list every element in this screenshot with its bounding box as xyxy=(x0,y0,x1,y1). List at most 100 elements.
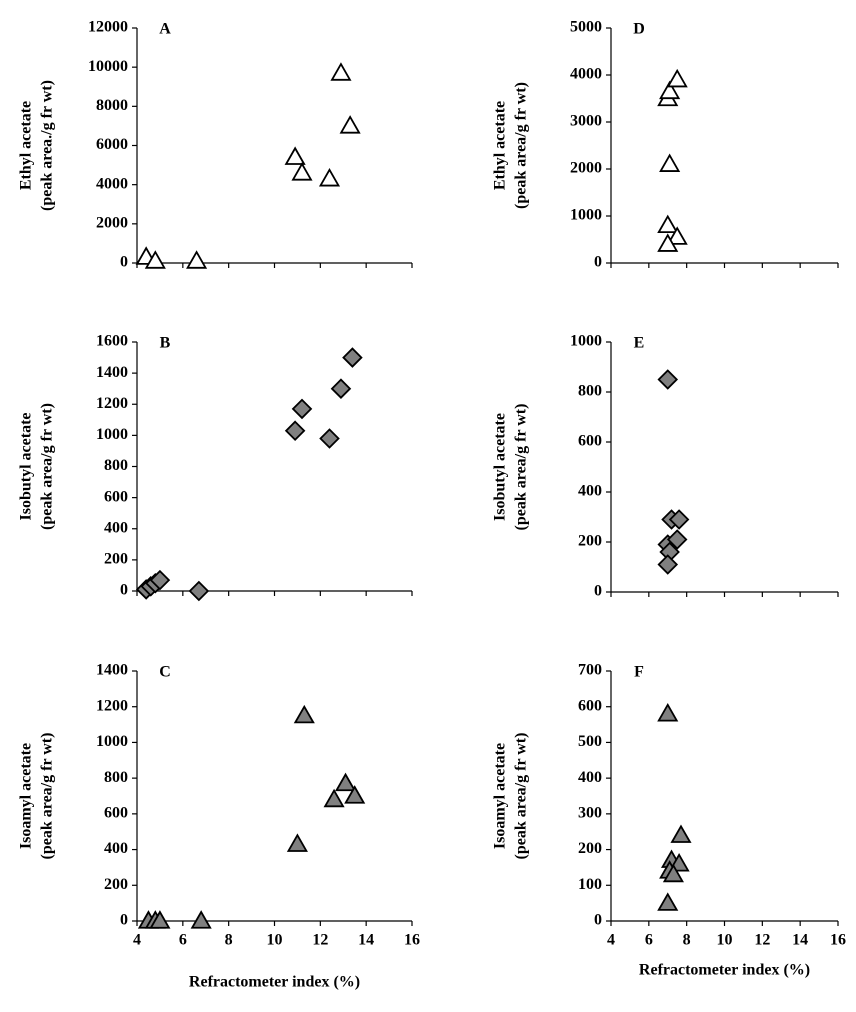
point xyxy=(188,580,210,602)
y-tick-label: 2000 xyxy=(570,160,602,177)
x-tick-label: 4 xyxy=(133,932,141,949)
y-tick-label: 700 xyxy=(578,662,602,679)
y-axis-label: (peak area/g fr wt) xyxy=(39,403,56,530)
y-tick-label: 200 xyxy=(578,840,602,857)
panel-label: F xyxy=(634,664,644,681)
x-tick-label: 16 xyxy=(830,932,846,949)
x-axis-label: Refractometer index (%) xyxy=(189,974,360,991)
point xyxy=(330,62,352,81)
y-tick-label: 10000 xyxy=(88,58,128,75)
y-tick-label: 0 xyxy=(120,254,128,271)
y-tick-label: 4000 xyxy=(570,66,602,83)
y-tick-label: 600 xyxy=(578,433,602,450)
y-axis-label: (peak area/g fr wt) xyxy=(513,82,530,209)
point xyxy=(284,420,306,441)
point xyxy=(668,509,690,530)
y-axis-label: Isoamyl acetate xyxy=(18,743,35,849)
point xyxy=(344,785,366,804)
y-tick-label: 0 xyxy=(120,912,128,929)
x-tick-label: 10 xyxy=(267,932,283,949)
y-tick-label: 200 xyxy=(104,876,128,893)
point xyxy=(659,153,681,172)
y-tick-label: 600 xyxy=(578,697,602,714)
point xyxy=(662,863,684,883)
point xyxy=(149,910,171,929)
point xyxy=(659,80,681,100)
point xyxy=(144,250,166,269)
y-axis-label: (peak area/g fr wt) xyxy=(513,733,530,860)
panel-label: C xyxy=(159,664,171,681)
point xyxy=(657,214,679,234)
y-tick-label: 2000 xyxy=(96,215,128,232)
point xyxy=(323,788,345,808)
x-tick-label: 12 xyxy=(312,932,328,949)
y-tick-label: 400 xyxy=(104,840,128,857)
point xyxy=(657,892,679,911)
y-axis-label: Isoamyl acetate xyxy=(492,743,509,849)
y-tick-label: 200 xyxy=(578,533,602,550)
y-tick-label: 600 xyxy=(104,805,128,822)
point xyxy=(293,704,315,724)
panel-label: A xyxy=(159,21,171,38)
y-tick-label: 1200 xyxy=(96,395,128,412)
y-tick-label: 5000 xyxy=(570,19,602,36)
x-tick-label: 10 xyxy=(717,932,733,949)
panel-label: B xyxy=(160,335,171,352)
y-tick-label: 8000 xyxy=(96,97,128,114)
x-tick-label: 4 xyxy=(607,932,615,949)
x-tick-label: 6 xyxy=(645,932,653,949)
y-tick-label: 1400 xyxy=(96,662,128,679)
point xyxy=(670,824,692,843)
point xyxy=(291,398,313,420)
y-tick-label: 0 xyxy=(594,912,602,929)
y-tick-label: 1200 xyxy=(96,697,128,714)
x-tick-label: 8 xyxy=(683,932,691,949)
y-tick-label: 4000 xyxy=(96,175,128,192)
y-tick-label: 400 xyxy=(578,483,602,500)
y-tick-label: 300 xyxy=(578,805,602,822)
y-axis-label: (peak area/g fr wt) xyxy=(513,404,530,531)
y-tick-label: 100 xyxy=(578,876,602,893)
y-tick-label: 0 xyxy=(120,582,128,599)
point xyxy=(284,146,306,165)
y-tick-label: 6000 xyxy=(96,136,128,153)
y-axis-label: Ethyl acetate xyxy=(492,101,509,190)
y-tick-label: 800 xyxy=(578,383,602,400)
y-axis-label: (peak area./g fr wt) xyxy=(39,80,56,211)
point xyxy=(657,233,679,252)
y-tick-label: 1000 xyxy=(96,426,128,443)
y-tick-label: 600 xyxy=(104,488,128,505)
y-tick-label: 3000 xyxy=(570,113,602,130)
point xyxy=(319,428,340,449)
point xyxy=(342,347,363,368)
x-tick-label: 14 xyxy=(358,932,374,949)
x-tick-label: 6 xyxy=(179,932,187,949)
y-tick-label: 0 xyxy=(594,254,602,271)
point xyxy=(286,833,308,852)
point xyxy=(657,554,679,575)
y-tick-label: 1000 xyxy=(570,333,602,350)
point xyxy=(666,529,688,550)
x-tick-label: 8 xyxy=(225,932,233,949)
y-tick-label: 1000 xyxy=(96,733,128,750)
point xyxy=(318,167,341,187)
y-tick-label: 200 xyxy=(104,551,128,568)
panel-label: E xyxy=(634,335,645,352)
y-axis-label: Isobutyl acetate xyxy=(18,413,35,521)
y-axis-label: (peak area/g fr wt) xyxy=(39,733,56,860)
point xyxy=(291,162,313,181)
y-tick-label: 500 xyxy=(578,733,602,750)
y-tick-label: 1600 xyxy=(96,333,128,350)
panel-label: D xyxy=(633,21,645,38)
x-axis-label: Refractometer index (%) xyxy=(639,962,810,979)
y-tick-label: 1000 xyxy=(570,207,602,224)
point xyxy=(186,250,208,269)
point xyxy=(330,378,352,399)
y-tick-label: 800 xyxy=(104,769,128,786)
point xyxy=(339,115,361,134)
y-tick-label: 800 xyxy=(104,457,128,474)
point xyxy=(666,226,688,245)
y-axis-label: Ethyl acetate xyxy=(18,101,35,190)
point xyxy=(190,910,212,929)
x-tick-label: 14 xyxy=(792,932,808,949)
